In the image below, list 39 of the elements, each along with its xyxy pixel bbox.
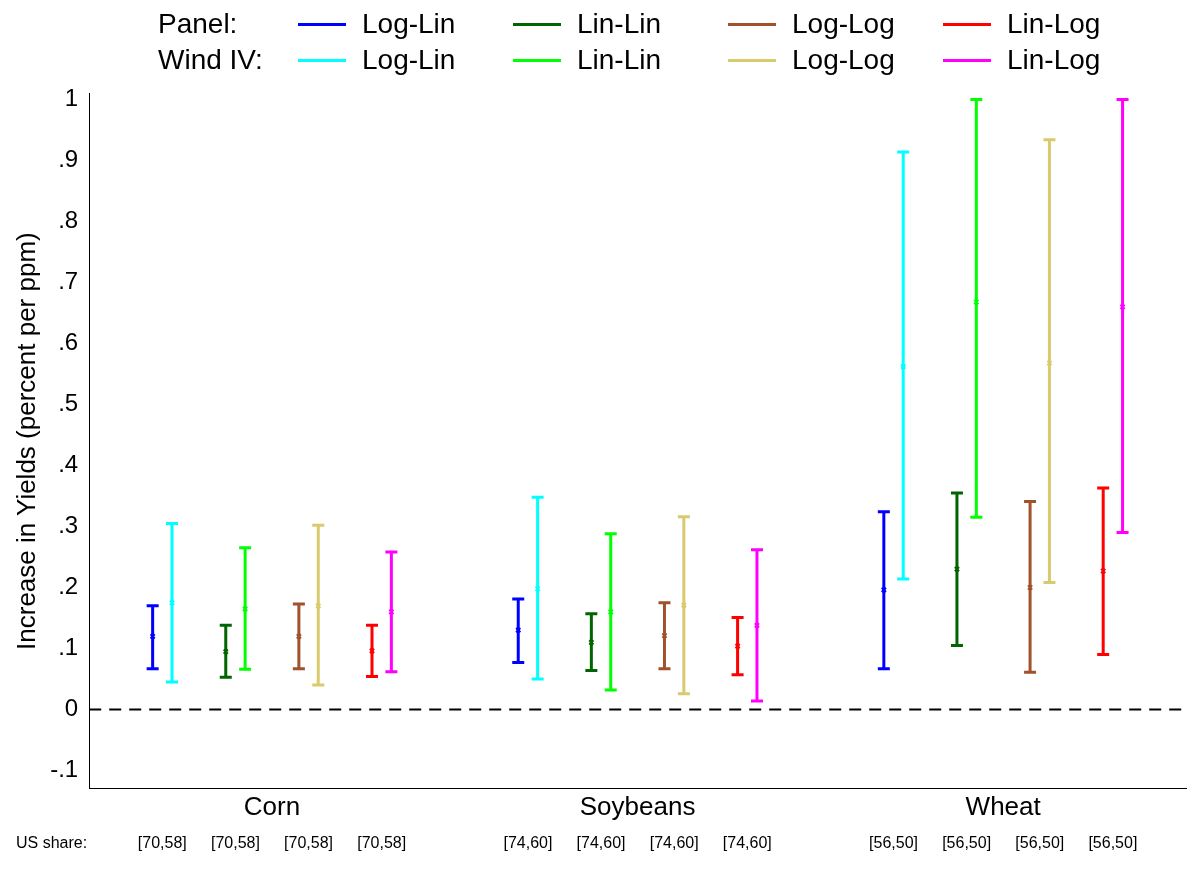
text: [70,58]	[357, 834, 407, 851]
legend-label: Log-Log	[792, 44, 895, 76]
legend-label: Lin-Lin	[577, 44, 662, 76]
text: [70,58]	[284, 834, 334, 851]
text: [56,50]	[942, 834, 992, 851]
text: US share:	[16, 834, 88, 851]
legend-label: Lin-Log	[1007, 8, 1101, 40]
x-tick-label: Corn	[243, 790, 301, 821]
x-tick-label: Wheat	[965, 790, 1042, 821]
y-tick-label: .1	[58, 633, 79, 661]
text: [56,50]	[869, 834, 918, 851]
text: [56,50]	[1015, 834, 1065, 851]
text: [56,50]	[1088, 834, 1138, 851]
text: [74,60]	[576, 834, 626, 851]
y-tick-label: .4	[58, 450, 79, 478]
text: [74,60]	[503, 834, 553, 851]
legend-label: Log-Log	[792, 8, 895, 40]
y-tick-label: .6	[58, 328, 79, 356]
y-tick-label: .7	[58, 267, 79, 295]
y-tick-label: -.1	[50, 755, 79, 783]
x-tick-label: Soybeans	[579, 790, 696, 821]
legend-label: Log-Lin	[362, 44, 456, 76]
text: Panel:	[158, 8, 239, 40]
text: [70,58]	[210, 834, 260, 851]
legend-label: Lin-Lin	[577, 8, 662, 40]
y-tick-label: .5	[58, 389, 79, 417]
y-tick-label: 1	[64, 84, 79, 112]
y-tick-label: .2	[58, 572, 79, 600]
text: [74,60]	[649, 834, 699, 851]
text: [74,60]	[722, 834, 772, 851]
y-tick-label: .8	[58, 206, 79, 234]
legend-label: Log-Lin	[362, 8, 456, 40]
legend-label: Lin-Log	[1007, 44, 1101, 76]
y-tick-label: 0	[64, 694, 79, 722]
y-tick-label: .9	[58, 145, 79, 173]
text: Wind IV:	[158, 44, 264, 76]
y-tick-label: .3	[58, 511, 79, 539]
y-axis-title: Increase in Yields (percent per ppm)	[10, 232, 41, 650]
text: [70,58]	[137, 834, 187, 851]
